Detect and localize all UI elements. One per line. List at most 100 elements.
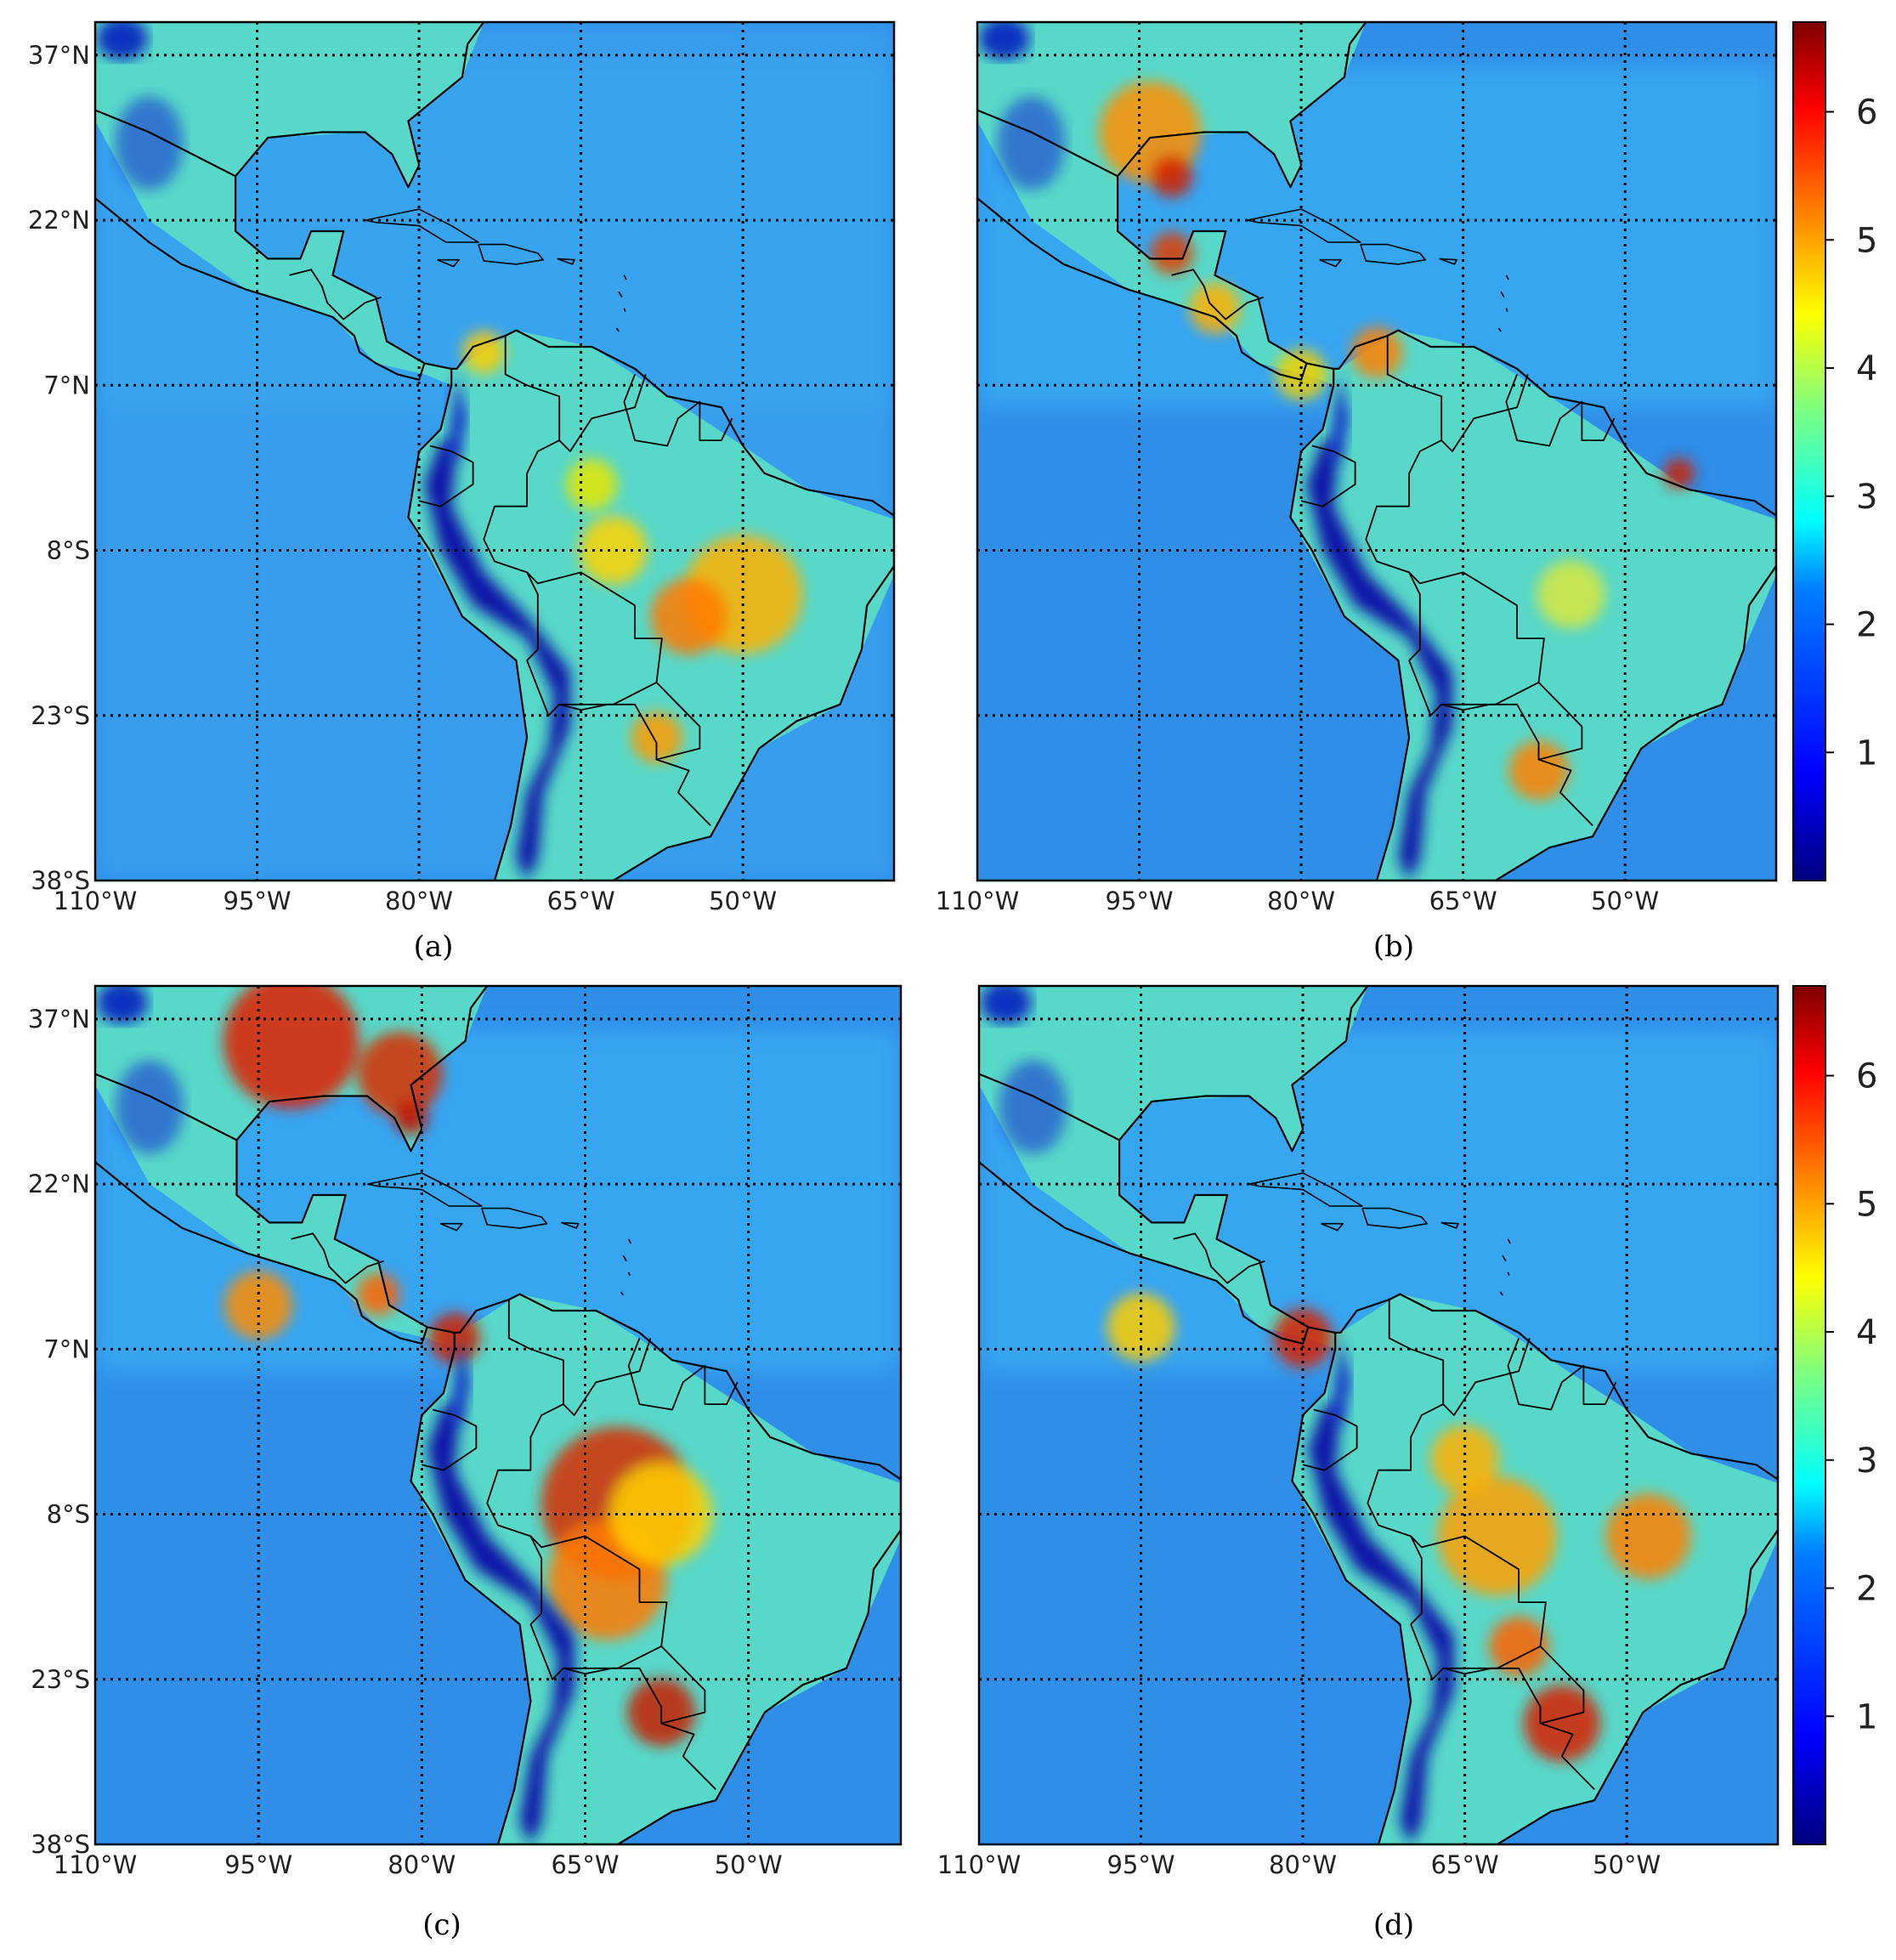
coastline (1410, 1536, 1423, 1625)
lon-tick-label: 65°W (551, 1850, 619, 1879)
coastline (95, 197, 426, 381)
lat-tick-label: 8°S (47, 1500, 90, 1529)
coastline (437, 258, 460, 268)
coastline (526, 572, 539, 661)
aod-hotspot (566, 458, 618, 510)
coastline (557, 258, 575, 265)
colorbar-tick-label: 1 (1856, 1697, 1877, 1736)
aod-hotspot (462, 331, 506, 374)
coastline (454, 1293, 901, 1844)
coastline (623, 374, 733, 447)
aod-hotspot (1437, 1476, 1557, 1596)
panel-frame (976, 20, 1778, 882)
lon-tick-label: 50°W (1593, 1850, 1661, 1879)
coastline (1440, 703, 1540, 760)
aod-field (95, 22, 894, 881)
colorbar-tick-label: 6 (1856, 1057, 1877, 1096)
colorbar-tick-label: 4 (1856, 349, 1877, 388)
aod-hotspot (1605, 1493, 1691, 1579)
coastline (1300, 445, 1356, 507)
coastline (1507, 1238, 1511, 1244)
coastline (1408, 572, 1421, 661)
panel-frame (977, 984, 1780, 1846)
lon-tick-label: 80°W (385, 887, 453, 915)
lon-tick-label: 80°W (1267, 887, 1335, 915)
andes-low-aod (424, 440, 570, 881)
colorbar: 1 2 3 4 5 6 (1792, 21, 1877, 881)
coastline (1505, 275, 1509, 280)
colorbar: 1 2 3 4 5 6 (1792, 985, 1877, 1845)
coastline (1117, 22, 1367, 189)
colorbar-gradient (1792, 985, 1826, 1845)
lon-tick-label: 65°W (1429, 887, 1497, 915)
andes-low-aod (1306, 440, 1452, 881)
lon-tick-label: 95°W (1106, 887, 1174, 915)
coastline (1499, 1291, 1503, 1296)
panel-label: (b) (1373, 930, 1414, 964)
lon-tick-label: 110°W (936, 887, 1020, 915)
aod-hotspot (357, 1031, 443, 1117)
coastline (529, 1536, 543, 1625)
lon-tick-label: 95°W (1107, 1850, 1175, 1879)
coastline (365, 208, 479, 243)
aod-hotspot (1150, 231, 1193, 275)
coastline (1361, 1207, 1428, 1229)
lat-tick-label: 37°N (28, 41, 90, 70)
coastline (291, 1232, 384, 1284)
coastline (1333, 329, 1776, 881)
coastline (1302, 1408, 1358, 1471)
coastline (1500, 291, 1505, 298)
aod-hotspot (1150, 155, 1193, 198)
lat-tick-label: 22°N (28, 1170, 90, 1198)
coastline (1335, 1293, 1778, 1844)
coastline (1442, 1667, 1542, 1724)
lon-tick-label: 65°W (1431, 1850, 1499, 1879)
coastline (95, 121, 96, 123)
coastline (622, 1255, 627, 1262)
panel-b: 110°W 95°W 80°W 65°W 50°W (b) (936, 20, 1778, 964)
coastline (979, 1161, 1310, 1345)
coastline (618, 291, 623, 298)
lat-tick-label: 37°N (28, 1005, 90, 1034)
colorbar-tick-label: 4 (1856, 1313, 1877, 1352)
coastline (1118, 986, 1369, 1153)
aod-hotspot (1663, 457, 1695, 489)
coastline (95, 1161, 428, 1345)
lat-tick-label: 38°S (31, 1830, 90, 1859)
aod-hotspot (1351, 326, 1402, 378)
coastline (623, 275, 627, 280)
colorbar-tick-label: 5 (1856, 221, 1877, 260)
coastline (1502, 1255, 1507, 1262)
land-fill (979, 986, 1778, 1844)
coastline (979, 1085, 980, 1087)
coastline (1439, 258, 1457, 265)
coastline (563, 1667, 663, 1724)
coastline (367, 1172, 483, 1207)
coastline (627, 1272, 631, 1276)
coastline (620, 1291, 624, 1296)
lon-tick-label: 50°W (715, 1850, 783, 1879)
lat-tick-label: 7°N (43, 371, 90, 399)
coastline (1388, 1300, 1445, 1405)
colorbar-tick-label: 3 (1856, 1442, 1877, 1481)
colorbar-tick-label: 2 (1856, 606, 1877, 645)
land-fill (95, 986, 901, 1844)
coastline (977, 197, 1308, 381)
coastline (1440, 1221, 1459, 1229)
colorbar-tick-label: 2 (1856, 1570, 1877, 1609)
coastline (1173, 1232, 1265, 1284)
coastline (1386, 336, 1443, 441)
coastline (623, 308, 626, 312)
colorbar-gradient (1792, 21, 1826, 881)
colorbar-tick-label: 3 (1856, 478, 1877, 517)
lon-tick-label: 65°W (547, 887, 615, 915)
lon-tick-label: 110°W (937, 1850, 1022, 1879)
panel-label: (c) (422, 1908, 461, 1942)
coastline (507, 1300, 564, 1405)
andes-low-aod (1308, 1404, 1454, 1844)
aod-hotspot (579, 516, 648, 585)
panel-d: 110°W 95°W 80°W 65°W 50°W (d) (937, 984, 1780, 1942)
colorbar-tick-label: 1 (1856, 734, 1877, 773)
coastline (1507, 1338, 1617, 1411)
